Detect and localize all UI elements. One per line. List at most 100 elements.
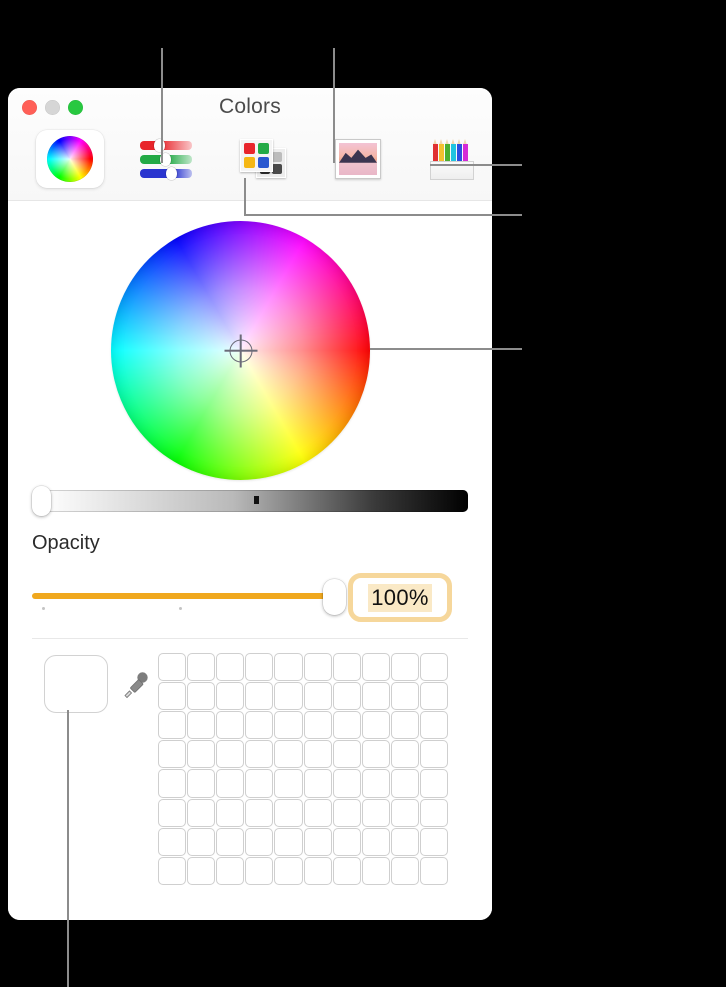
swatch-cell[interactable] [303,711,332,740]
swatch-cell[interactable] [187,798,216,827]
swatch-cell[interactable] [274,682,303,711]
swatch-cell[interactable] [419,711,449,740]
opacity-slider-thumb[interactable] [323,579,346,615]
swatch-cell[interactable] [245,827,274,856]
swatch-cell[interactable] [390,827,419,856]
swatch-cell[interactable] [332,856,361,885]
swatch-cell[interactable] [332,798,361,827]
swatch-cell[interactable] [361,827,390,856]
swatch-cell[interactable] [245,740,274,769]
swatch-cell[interactable] [332,682,361,711]
swatch-cell[interactable] [158,682,187,711]
opacity-slider-track[interactable] [32,593,327,599]
swatch-cell[interactable] [303,769,332,798]
swatch-cell[interactable] [216,740,245,769]
swatch-cell[interactable] [245,769,274,798]
swatch-cell[interactable] [303,856,332,885]
swatch-cell[interactable] [158,653,187,682]
color-well[interactable] [44,655,108,713]
swatch-cell[interactable] [274,711,303,740]
swatch-cell[interactable] [158,769,187,798]
tab-color-sliders[interactable] [132,130,200,188]
swatch-cell[interactable] [332,769,361,798]
swatch-cell[interactable] [361,740,390,769]
zoom-button[interactable] [68,100,83,115]
swatch-cell[interactable] [187,653,216,682]
swatch-cell[interactable] [390,653,419,682]
swatch-cell[interactable] [158,740,187,769]
swatch-cell[interactable] [216,682,245,711]
swatch-cell[interactable] [361,682,390,711]
swatch-cell[interactable] [245,682,274,711]
swatch-cell[interactable] [245,798,274,827]
brightness-slider[interactable] [32,484,468,518]
swatch-cell[interactable] [419,653,449,682]
swatch-cell[interactable] [419,798,449,827]
swatch-cell[interactable] [158,711,187,740]
swatch-cell[interactable] [187,711,216,740]
opacity-value-field[interactable]: 100% [348,573,452,622]
swatch-cell[interactable] [390,856,419,885]
swatch-cell[interactable] [187,827,216,856]
swatch-cell[interactable] [216,856,245,885]
eyedropper-icon[interactable] [117,669,151,703]
swatch-cell[interactable] [361,856,390,885]
tab-image-palettes[interactable] [324,130,392,188]
swatch-cell[interactable] [245,711,274,740]
swatch-cell[interactable] [419,682,449,711]
swatch-cell[interactable] [158,856,187,885]
swatch-cell[interactable] [158,827,187,856]
minimize-button[interactable] [45,100,60,115]
swatch-cell[interactable] [274,769,303,798]
swatch-cell[interactable] [274,827,303,856]
swatch-cell[interactable] [187,740,216,769]
swatch-cell[interactable] [390,798,419,827]
tab-pencils[interactable] [420,130,488,188]
window-controls [22,100,83,115]
swatch-cell[interactable] [245,653,274,682]
swatch-cell[interactable] [187,682,216,711]
swatch-cell[interactable] [332,740,361,769]
swatch-cell[interactable] [158,798,187,827]
swatch-cell[interactable] [274,740,303,769]
swatch-cell[interactable] [332,653,361,682]
swatch-cell[interactable] [361,769,390,798]
swatch-cell[interactable] [274,653,303,682]
swatch-cell[interactable] [332,711,361,740]
color-wheel-cursor[interactable] [229,339,252,362]
swatch-cell[interactable] [274,798,303,827]
brightness-thumb[interactable] [32,486,51,516]
swatch-cell[interactable] [390,740,419,769]
swatch-cell[interactable] [274,856,303,885]
swatch-cell[interactable] [361,798,390,827]
swatch-cell[interactable] [361,711,390,740]
tab-color-palettes[interactable] [228,130,296,188]
swatch-cell[interactable] [390,769,419,798]
swatch-cell[interactable] [332,827,361,856]
swatch-cell[interactable] [303,682,332,711]
swatch-cell[interactable] [187,856,216,885]
swatch-cell[interactable] [419,856,449,885]
close-button[interactable] [22,100,37,115]
swatch-cell[interactable] [419,769,449,798]
swatch-cell[interactable] [390,682,419,711]
swatch-cell[interactable] [187,769,216,798]
swatch-cell[interactable] [216,827,245,856]
swatch-cell[interactable] [216,798,245,827]
swatch-cell[interactable] [303,798,332,827]
swatch-cell[interactable] [216,769,245,798]
color-wheel-picker[interactable] [111,221,370,480]
swatch-cell[interactable] [419,740,449,769]
swatch-cell[interactable] [216,711,245,740]
swatch-cell[interactable] [303,740,332,769]
swatch-cell[interactable] [361,653,390,682]
swatch-cell[interactable] [303,827,332,856]
swatch-cell[interactable] [303,653,332,682]
brightness-track[interactable] [42,490,468,512]
swatch-cell[interactable] [245,856,274,885]
tab-color-wheel[interactable] [36,130,104,188]
swatch-cell[interactable] [390,711,419,740]
swatch-grid[interactable] [158,653,449,885]
swatch-cell[interactable] [216,653,245,682]
swatch-cell[interactable] [419,827,449,856]
